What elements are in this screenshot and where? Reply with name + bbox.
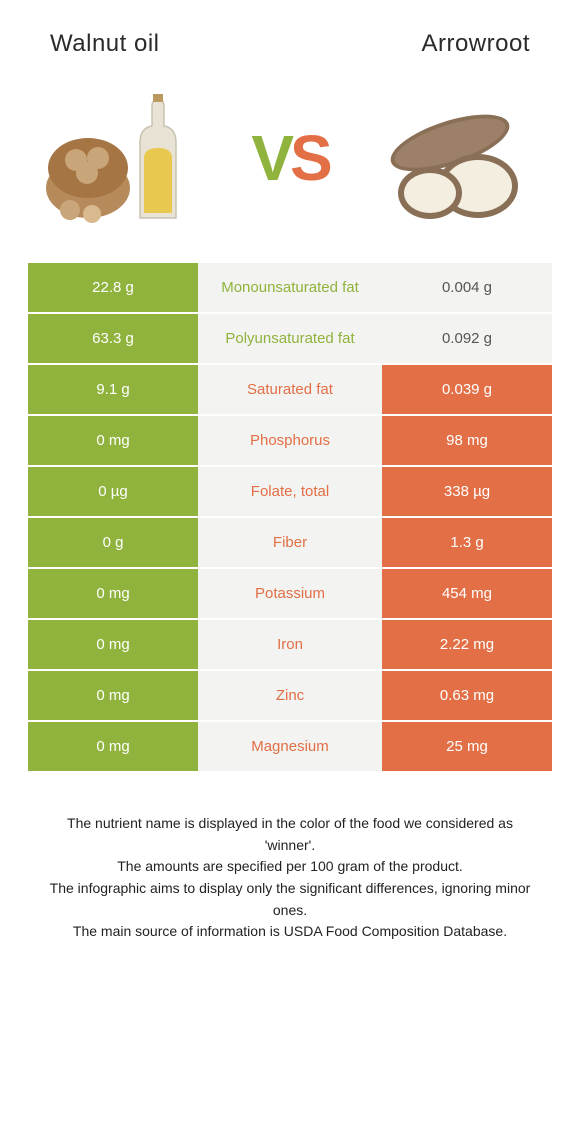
nutrient-label: Fiber (198, 518, 382, 567)
right-value: 2.22 mg (382, 620, 552, 669)
left-value: 0 mg (28, 722, 198, 771)
table-row: 0 mgZinc0.63 mg (28, 671, 552, 722)
vs-s: S (290, 122, 329, 194)
header: Walnut oil Arrowroot (0, 0, 580, 78)
table-row: 9.1 gSaturated fat0.039 g (28, 365, 552, 416)
left-value: 0 mg (28, 620, 198, 669)
nutrient-label: Iron (198, 620, 382, 669)
footnote: The nutrient name is displayed in the co… (0, 803, 580, 1003)
left-value: 22.8 g (28, 263, 198, 312)
nutrient-label: Potassium (198, 569, 382, 618)
left-value: 0 g (28, 518, 198, 567)
right-value: 0.63 mg (382, 671, 552, 720)
right-value: 1.3 g (382, 518, 552, 567)
right-value: 25 mg (382, 722, 552, 771)
table-row: 0 mgPhosphorus98 mg (28, 416, 552, 467)
nutrient-label: Zinc (198, 671, 382, 720)
left-value: 9.1 g (28, 365, 198, 414)
left-value: 0 mg (28, 569, 198, 618)
footnote-line: The nutrient name is displayed in the co… (45, 813, 535, 856)
nutrient-label: Polyunsaturated fat (198, 314, 382, 363)
table-row: 63.3 gPolyunsaturated fat0.092 g (28, 314, 552, 365)
footnote-line: The main source of information is USDA F… (45, 921, 535, 943)
left-value: 0 µg (28, 467, 198, 516)
left-value: 63.3 g (28, 314, 198, 363)
footnote-line: The amounts are specified per 100 gram o… (45, 856, 535, 878)
table-row: 0 gFiber1.3 g (28, 518, 552, 569)
right-food-title: Arrowroot (421, 30, 530, 58)
walnut-oil-image (40, 88, 210, 228)
right-value: 454 mg (382, 569, 552, 618)
left-food-title: Walnut oil (50, 30, 159, 58)
table-row: 0 mgPotassium454 mg (28, 569, 552, 620)
right-value: 98 mg (382, 416, 552, 465)
right-value: 338 µg (382, 467, 552, 516)
table-row: 0 mgMagnesium25 mg (28, 722, 552, 773)
nutrient-label: Folate, total (198, 467, 382, 516)
nutrient-label: Phosphorus (198, 416, 382, 465)
nutrient-label: Saturated fat (198, 365, 382, 414)
table-row: 0 µgFolate, total338 µg (28, 467, 552, 518)
left-value: 0 mg (28, 416, 198, 465)
vs-v: V (251, 122, 290, 194)
footnote-line: The infographic aims to display only the… (45, 878, 535, 921)
vs-label: VS (251, 121, 328, 195)
hero: VS (0, 78, 580, 253)
table-row: 22.8 gMonounsaturated fat0.004 g (28, 263, 552, 314)
table-row: 0 mgIron2.22 mg (28, 620, 552, 671)
right-value: 0.004 g (382, 263, 552, 312)
nutrient-label: Magnesium (198, 722, 382, 771)
nutrient-label: Monounsaturated fat (198, 263, 382, 312)
comparison-table: 22.8 gMonounsaturated fat0.004 g63.3 gPo… (28, 263, 552, 773)
left-value: 0 mg (28, 671, 198, 720)
right-value: 0.092 g (382, 314, 552, 363)
arrowroot-image (370, 88, 540, 228)
right-value: 0.039 g (382, 365, 552, 414)
